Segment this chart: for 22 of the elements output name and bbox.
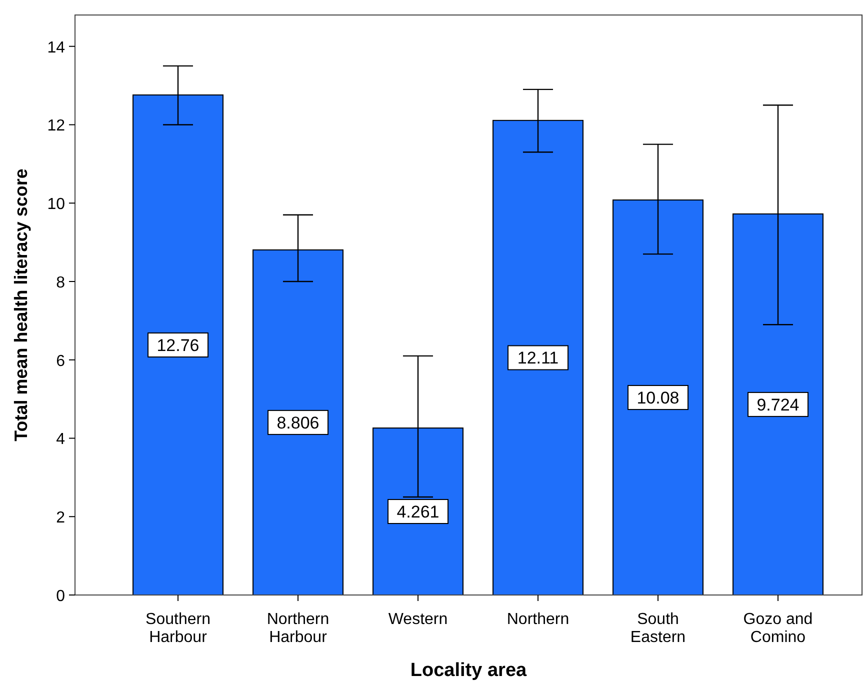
y-axis-title: Total mean health literacy score bbox=[11, 168, 31, 442]
y-tick-label: 4 bbox=[56, 431, 66, 448]
y-tick-label: 0 bbox=[56, 588, 66, 605]
x-tick-label: Northern Harbour bbox=[266, 611, 330, 646]
x-tick-label: Northern bbox=[506, 611, 570, 628]
x-tick-label: South Eastern bbox=[630, 611, 686, 646]
data-label: 12.76 bbox=[156, 336, 200, 355]
data-label: 12.11 bbox=[517, 348, 559, 368]
y-tick-label: 12 bbox=[47, 118, 66, 135]
x-axis-title: Locality area bbox=[410, 660, 528, 681]
x-tick-label: Gozo and Comino bbox=[743, 611, 813, 646]
data-label: 4.261 bbox=[396, 502, 440, 522]
y-tick-label: 6 bbox=[56, 352, 66, 370]
y-tick-label: 14 bbox=[47, 39, 66, 56]
y-tick-label: 8 bbox=[56, 274, 66, 292]
y-tick-label: 2 bbox=[56, 510, 66, 527]
data-label: 10.08 bbox=[636, 388, 680, 408]
data-label: 8.806 bbox=[276, 413, 320, 432]
y-tick-label: 10 bbox=[47, 196, 66, 214]
x-tick-label: Southern Harbour bbox=[146, 611, 210, 646]
x-tick-label: Western bbox=[388, 611, 448, 628]
data-label: 9.724 bbox=[756, 395, 800, 414]
